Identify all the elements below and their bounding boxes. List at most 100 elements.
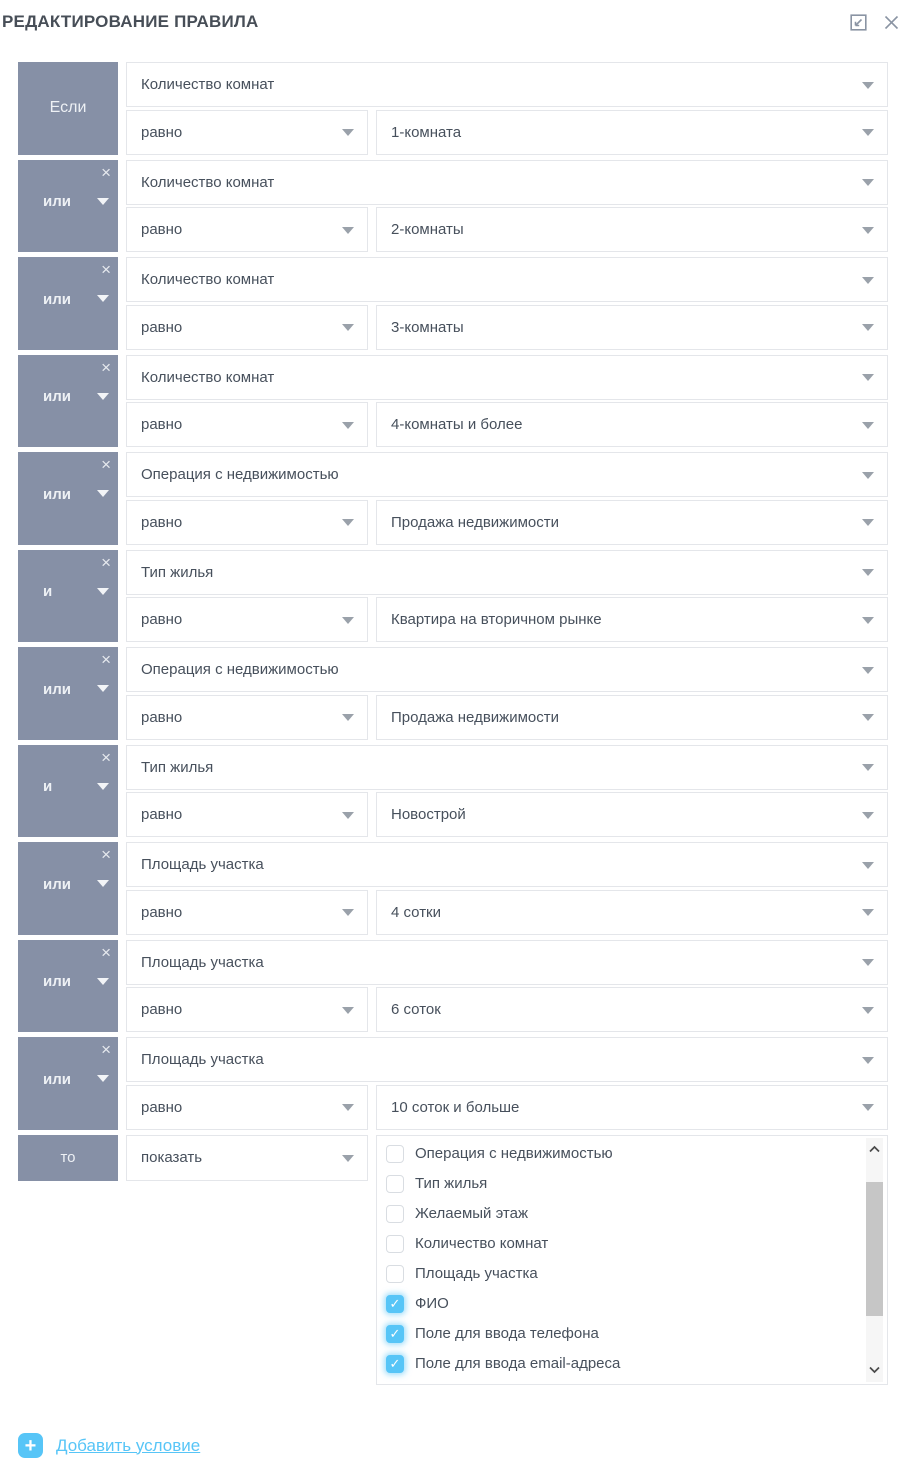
add-condition-plus-icon[interactable]: + xyxy=(18,1433,43,1458)
show-fields-listbox: Операция с недвижимостью Тип жилья Желае… xyxy=(376,1134,888,1385)
condition-connector[interactable]: × и xyxy=(18,744,118,837)
collapse-window-icon[interactable] xyxy=(850,13,867,31)
condition-connector[interactable]: × и xyxy=(18,549,118,642)
condition-connector[interactable]: × или xyxy=(18,257,118,350)
condition-connector[interactable]: × или xyxy=(18,939,118,1032)
add-condition-link[interactable]: Добавить условие xyxy=(56,1435,201,1455)
value-select[interactable]: 6 соток xyxy=(376,987,888,1032)
chevron-down-icon xyxy=(862,129,874,136)
chevron-down-icon xyxy=(97,880,109,887)
operator-select[interactable]: равно xyxy=(126,499,368,545)
field-select[interactable]: Количество комнат xyxy=(126,257,888,302)
checkbox[interactable] xyxy=(386,1144,404,1163)
operator-select[interactable]: равно xyxy=(126,889,368,935)
checkbox[interactable] xyxy=(386,1324,404,1343)
value-select[interactable]: 10 соток и больше xyxy=(376,1084,888,1130)
condition-group: Если Количество комнат равно 1-комната xyxy=(18,62,888,155)
chevron-down-icon xyxy=(342,519,354,526)
field-select[interactable]: Операция с недвижимостью xyxy=(126,452,888,497)
chevron-down-icon xyxy=(862,1056,874,1064)
chevron-down-icon xyxy=(862,374,874,381)
show-field-option[interactable]: Поле для ввода телефона xyxy=(377,1319,857,1349)
show-field-option[interactable]: Тип жилья xyxy=(377,1169,857,1199)
operator-select[interactable]: равно xyxy=(126,1084,368,1130)
show-field-option[interactable]: Количество комнат xyxy=(377,1229,857,1259)
checkbox[interactable] xyxy=(386,1234,404,1253)
chevron-down-icon xyxy=(862,276,874,284)
condition-connector[interactable]: × или xyxy=(18,159,118,252)
show-field-option[interactable]: Операция с недвижимостью xyxy=(377,1139,857,1169)
value-select[interactable]: Новострой xyxy=(376,792,888,837)
value-select[interactable]: Квартира на вторичном рынке xyxy=(376,597,888,642)
chevron-down-icon xyxy=(342,811,354,819)
remove-condition-icon[interactable]: × xyxy=(101,260,111,279)
condition-group: × или Площадь участка равно 4 сотки xyxy=(18,842,888,935)
field-select[interactable]: Площадь участка xyxy=(126,1037,888,1082)
field-select[interactable]: Операция с недвижимостью xyxy=(126,647,888,692)
condition-connector[interactable]: × или xyxy=(18,452,118,545)
operator-select[interactable]: равно xyxy=(126,402,368,447)
scrollbar[interactable] xyxy=(866,1137,883,1382)
checkbox[interactable] xyxy=(386,1174,404,1193)
field-select[interactable]: Тип жилья xyxy=(126,549,888,595)
value-select-value: 3-комнаты xyxy=(391,318,464,336)
field-select[interactable]: Количество комнат xyxy=(126,159,888,205)
condition-connector[interactable]: × или xyxy=(18,647,118,740)
show-field-option[interactable]: ФИО xyxy=(377,1289,857,1319)
condition-connector[interactable]: × или xyxy=(18,354,118,447)
operator-select[interactable]: равно xyxy=(126,109,368,155)
field-select[interactable]: Количество комнат xyxy=(126,354,888,400)
operator-select-value: равно xyxy=(141,123,183,141)
checkbox[interactable] xyxy=(386,1354,404,1373)
value-select[interactable]: Продажа недвижимости xyxy=(376,499,888,545)
value-select[interactable]: 3-комнаты xyxy=(376,304,888,350)
checkbox[interactable] xyxy=(386,1264,404,1283)
value-select[interactable]: Продажа недвижимости xyxy=(376,694,888,740)
value-select[interactable]: 4-комнаты и более xyxy=(376,402,888,447)
remove-condition-icon[interactable]: × xyxy=(101,162,111,182)
show-field-option[interactable]: Поле для ввода email-адреса xyxy=(377,1349,857,1379)
field-select[interactable]: Количество комнат xyxy=(126,62,888,107)
action-verb-select[interactable]: показать xyxy=(126,1134,368,1181)
remove-condition-icon[interactable]: × xyxy=(101,455,111,474)
value-select[interactable]: 2-комнаты xyxy=(376,207,888,252)
operator-select[interactable]: равно xyxy=(126,792,368,837)
value-select[interactable]: 1-комната xyxy=(376,109,888,155)
remove-condition-icon[interactable]: × xyxy=(101,845,111,864)
scrollbar-thumb[interactable] xyxy=(866,1181,883,1316)
close-icon[interactable] xyxy=(883,14,900,31)
remove-condition-icon[interactable]: × xyxy=(101,357,111,377)
show-field-option[interactable]: Желаемый этаж xyxy=(377,1199,857,1229)
condition-group: × и Тип жилья равно Новострой xyxy=(18,744,888,837)
connector-label: или xyxy=(43,1070,71,1088)
condition-connector[interactable]: × или xyxy=(18,1037,118,1130)
chevron-down-icon xyxy=(862,1104,874,1111)
operator-select[interactable]: равно xyxy=(126,304,368,350)
show-field-option[interactable]: Площадь участка xyxy=(377,1259,857,1289)
scroll-down-icon[interactable] xyxy=(866,1362,883,1379)
value-select[interactable]: 4 сотки xyxy=(376,889,888,935)
chevron-down-icon xyxy=(342,616,354,624)
checkbox[interactable] xyxy=(386,1204,404,1223)
operator-select-value: равно xyxy=(141,416,183,433)
operator-select[interactable]: равно xyxy=(126,207,368,252)
remove-condition-icon[interactable]: × xyxy=(101,1040,111,1059)
chevron-down-icon xyxy=(342,226,354,234)
checkbox[interactable] xyxy=(386,1294,404,1313)
field-select-value: Количество комнат xyxy=(141,76,275,93)
remove-condition-icon[interactable]: × xyxy=(101,552,111,572)
value-select-value: Новострой xyxy=(391,806,466,823)
remove-condition-icon[interactable]: × xyxy=(101,650,111,669)
field-select[interactable]: Площадь участка xyxy=(126,842,888,887)
condition-group: × или Количество комнат равно 3-комнаты xyxy=(18,257,888,350)
operator-select[interactable]: равно xyxy=(126,694,368,740)
remove-condition-icon[interactable]: × xyxy=(101,942,111,962)
field-select[interactable]: Площадь участка xyxy=(126,939,888,985)
remove-condition-icon[interactable]: × xyxy=(101,747,111,767)
field-select[interactable]: Тип жилья xyxy=(126,744,888,790)
operator-select[interactable]: равно xyxy=(126,597,368,642)
condition-connector[interactable]: × или xyxy=(18,842,118,935)
scroll-up-icon[interactable] xyxy=(866,1141,883,1158)
chevron-down-icon xyxy=(862,226,874,234)
operator-select[interactable]: равно xyxy=(126,987,368,1032)
